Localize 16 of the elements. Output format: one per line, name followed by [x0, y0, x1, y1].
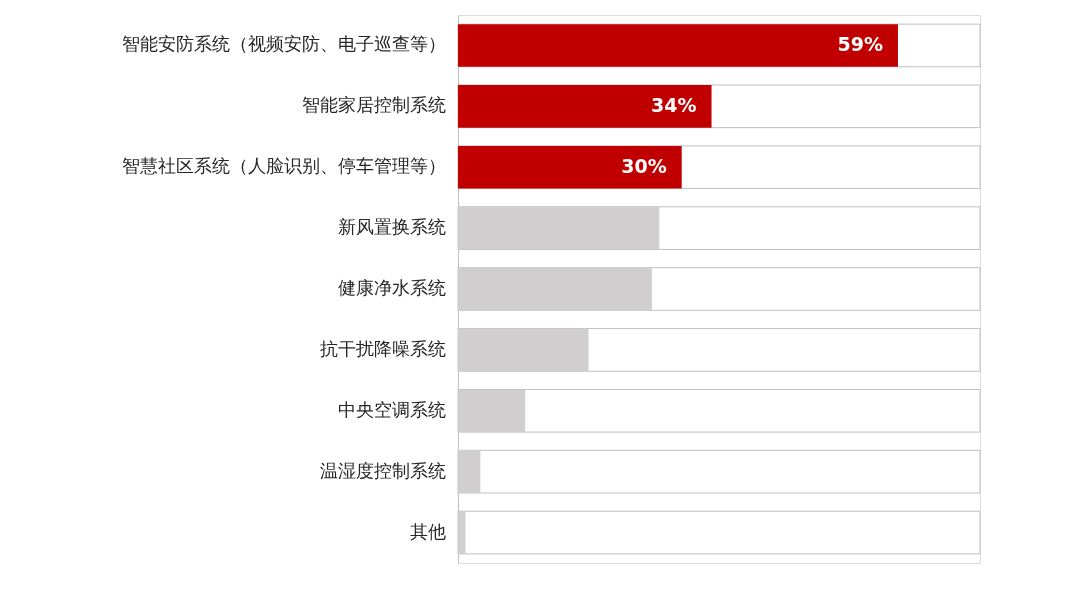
data-label: 30%: [621, 155, 667, 178]
y-tick-label: 智能家居控制系统: [301, 94, 446, 116]
y-tick-label: 其他: [409, 520, 446, 542]
y-tick-label: 健康净水系统: [337, 277, 446, 298]
y-tick-label: 智能安防系统（视频安防、电子巡查等）: [121, 33, 446, 55]
bar: [458, 389, 526, 433]
y-tick-label: 中央空调系统: [337, 398, 446, 420]
y-tick-label: 温湿度控制系统: [319, 459, 446, 481]
bar: [458, 328, 589, 372]
bar: [458, 511, 466, 554]
y-tick-label: 智慧社区系统（人脸识别、停车管理等）: [121, 155, 446, 177]
y-tick-label: 抗干扰降噪系统: [319, 337, 446, 359]
data-label: 34%: [651, 94, 697, 117]
y-tick-label: 新风置换系统: [337, 216, 446, 238]
data-label: 59%: [837, 33, 883, 56]
bar: [458, 450, 481, 493]
